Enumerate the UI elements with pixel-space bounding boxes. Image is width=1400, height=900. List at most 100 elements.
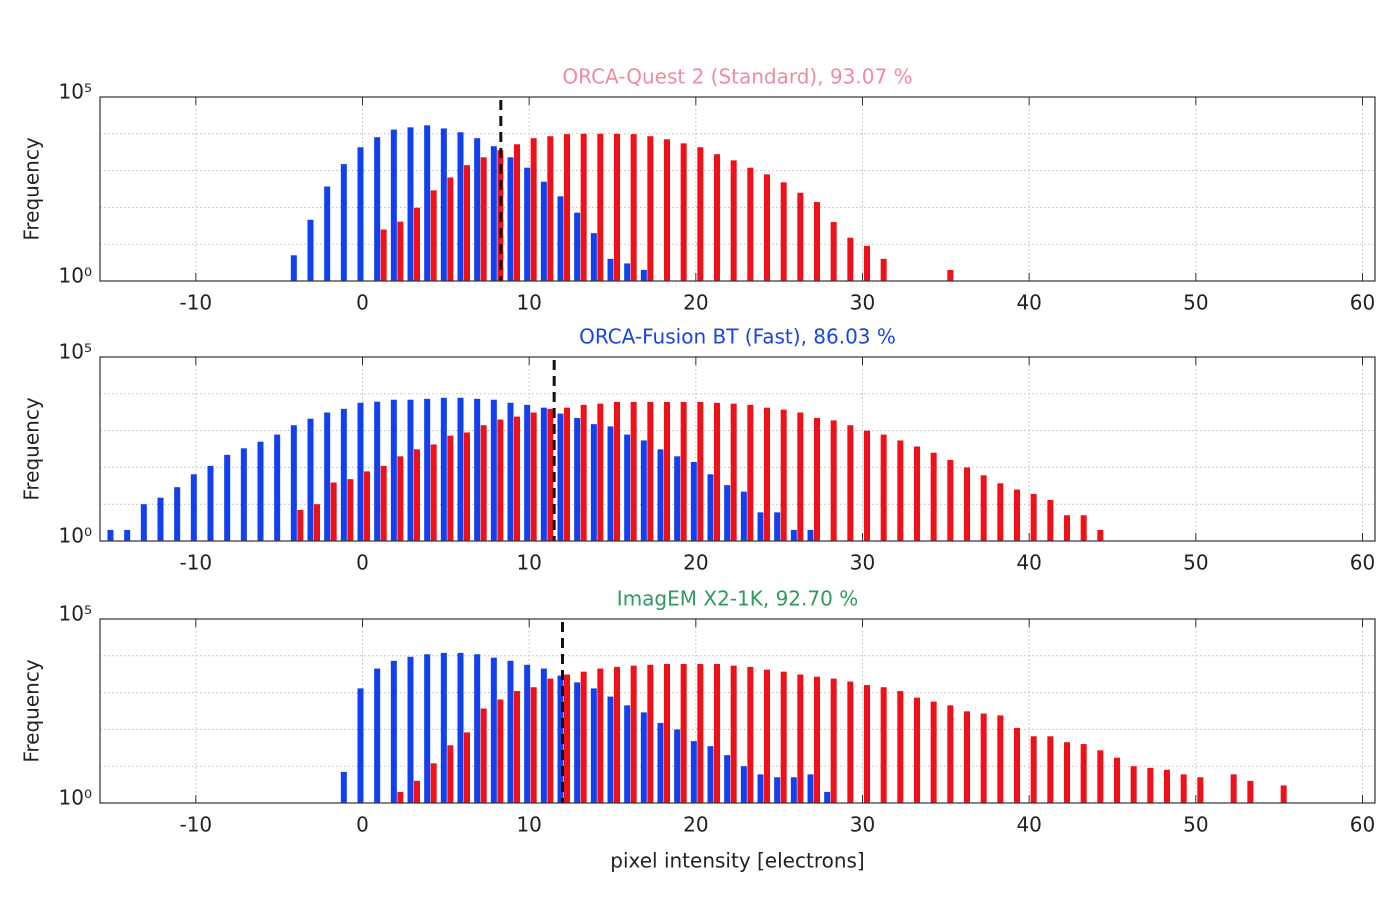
bar (747, 666, 754, 803)
bar (847, 237, 854, 281)
bar (357, 402, 364, 541)
bar (507, 157, 514, 281)
bar (414, 449, 420, 541)
bar (540, 181, 547, 281)
bar (490, 146, 497, 281)
bar (674, 729, 681, 803)
bar (830, 222, 837, 281)
bar (447, 435, 454, 541)
bar (407, 399, 414, 541)
bar (597, 668, 604, 803)
bar (380, 465, 387, 541)
bar (314, 504, 320, 541)
bar (380, 229, 387, 281)
bar (590, 688, 597, 803)
bar (307, 219, 314, 281)
bar (697, 401, 704, 541)
bar (480, 157, 487, 281)
bar (847, 425, 854, 541)
bar (124, 529, 131, 541)
bar (624, 263, 631, 281)
bar (930, 452, 937, 541)
x-axis-label: pixel intensity [electrons] (610, 849, 864, 873)
bar (580, 671, 587, 803)
bar (457, 652, 464, 803)
bar (1197, 777, 1204, 803)
bar (440, 128, 447, 281)
x-tick-label: 60 (1350, 813, 1375, 837)
bar (897, 440, 904, 541)
bar (507, 660, 514, 803)
x-tick-label: -10 (179, 291, 212, 315)
bar (757, 774, 764, 803)
bar (430, 190, 437, 281)
bar (440, 397, 447, 541)
bar (774, 777, 781, 803)
bar (474, 398, 481, 541)
bar (614, 401, 620, 541)
bar (797, 412, 804, 541)
bar (257, 441, 264, 541)
bar (807, 774, 814, 803)
bar (457, 397, 464, 541)
bar (324, 186, 331, 281)
bar (414, 780, 420, 803)
bar (507, 402, 514, 541)
y-tick-label: 10⁰ (59, 786, 92, 810)
bar (140, 504, 147, 541)
bar (547, 678, 554, 803)
bar (664, 401, 670, 541)
bar (640, 712, 647, 803)
bar (697, 663, 704, 803)
bar (530, 687, 537, 803)
bar (657, 722, 664, 803)
bar (797, 674, 804, 803)
bar (564, 134, 570, 281)
bar (374, 401, 381, 541)
bar (474, 654, 481, 803)
bar (607, 426, 614, 541)
bar (630, 665, 637, 803)
bar (1064, 742, 1070, 803)
bar (407, 656, 414, 803)
bar (224, 454, 231, 541)
bar (590, 424, 597, 541)
bar (730, 403, 737, 541)
x-tick-label: 60 (1350, 291, 1375, 315)
bar (1080, 515, 1087, 541)
bar (597, 133, 604, 281)
bar (707, 474, 714, 541)
bar (290, 425, 297, 541)
x-tick-label: 30 (850, 813, 875, 837)
bar (664, 139, 670, 281)
bar (407, 127, 414, 281)
bar (624, 434, 631, 541)
bar (390, 129, 397, 281)
bar (474, 138, 481, 281)
bar (274, 434, 281, 541)
bar (614, 133, 620, 281)
bar (930, 701, 937, 803)
bar (447, 177, 454, 281)
bar (764, 669, 770, 803)
bar (724, 755, 731, 803)
bar (430, 763, 437, 803)
bar (714, 663, 720, 803)
x-tick-label: 50 (1183, 813, 1208, 837)
bar (730, 160, 737, 281)
bar (630, 134, 637, 281)
bar (647, 664, 654, 803)
bar (464, 432, 470, 541)
bar (557, 675, 564, 803)
bar (880, 434, 887, 541)
bar (1097, 750, 1104, 803)
bar (514, 144, 520, 281)
bar (1130, 766, 1137, 803)
bar (464, 732, 470, 803)
bar (614, 666, 620, 803)
bar (680, 143, 687, 281)
bar (1080, 744, 1087, 803)
bar (397, 221, 404, 281)
bar (1097, 529, 1104, 541)
bar (980, 713, 987, 803)
